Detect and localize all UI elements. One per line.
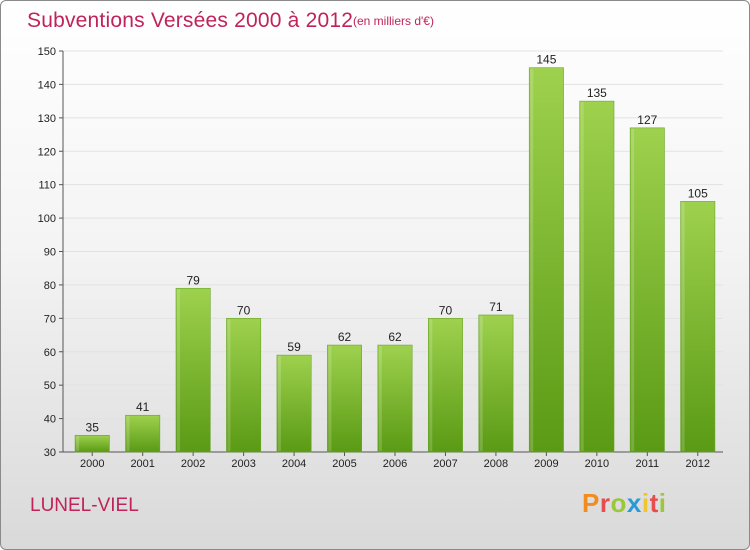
y-tick-label: 100 [38, 213, 56, 225]
x-tick-label: 2007 [433, 458, 457, 470]
y-tick-label: 80 [44, 280, 56, 292]
y-tick-label: 60 [44, 347, 56, 359]
bar-highlight [631, 128, 635, 451]
logo-letter: o [610, 488, 627, 518]
logo-letter: P [582, 488, 600, 518]
bar-highlight [580, 102, 584, 451]
bar-value-label: 135 [587, 86, 607, 100]
x-tick-label: 2003 [231, 458, 255, 470]
x-tick-label: 2010 [585, 458, 609, 470]
logo-letter: x [626, 488, 642, 518]
x-tick-label: 2001 [130, 458, 154, 470]
bar-value-label: 70 [237, 303, 251, 317]
bar-value-label: 145 [536, 53, 556, 67]
bar-highlight [176, 289, 180, 451]
bar [478, 314, 514, 453]
bar-highlight [479, 315, 483, 451]
bar [528, 67, 564, 453]
bar [175, 287, 211, 453]
bar-highlight [76, 436, 80, 451]
bar-value-label: 59 [287, 340, 301, 354]
x-tick-label: 2012 [686, 458, 710, 470]
y-tick-label: 50 [44, 380, 56, 392]
y-tick-label: 130 [38, 113, 56, 125]
bar [428, 318, 463, 453]
bar-value-label: 62 [338, 330, 352, 344]
logo-letter: r [599, 488, 611, 518]
y-tick-label: 140 [38, 79, 56, 91]
bar-highlight [681, 202, 685, 451]
bar [579, 100, 615, 453]
bar-value-label: 70 [439, 303, 453, 317]
y-tick-label: 70 [44, 313, 56, 325]
town-name: LUNEL-VIEL [30, 495, 139, 516]
y-tick-label: 150 [38, 46, 56, 58]
chart-title: Subventions Versées 2000 à 2012 [27, 9, 354, 32]
y-tick-label: 120 [38, 146, 56, 158]
x-tick-label: 2009 [534, 458, 558, 470]
bar-highlight [429, 319, 433, 451]
bar [276, 354, 312, 453]
bar-highlight [277, 356, 281, 451]
bar-highlight [378, 346, 382, 451]
bar [680, 201, 716, 453]
y-tick-label: 30 [44, 447, 56, 459]
x-tick-label: 2004 [282, 458, 306, 470]
bar-value-label: 127 [637, 113, 657, 127]
bar-value-label: 71 [489, 300, 503, 314]
bar-highlight [227, 319, 231, 451]
x-tick-label: 2005 [332, 458, 356, 470]
x-tick-label: 2006 [383, 458, 407, 470]
chart-subtitle: (en milliers d'€) [353, 14, 434, 28]
bar-highlight [126, 416, 130, 451]
bar-value-label: 105 [688, 186, 708, 200]
bar [74, 434, 110, 453]
logo-letter: i [641, 488, 650, 518]
logo-letter: t [649, 488, 659, 518]
bar-highlight [530, 68, 534, 451]
x-tick-label: 2000 [80, 458, 104, 470]
bar [125, 414, 161, 453]
y-tick-label: 110 [38, 180, 56, 192]
y-tick-label: 40 [44, 414, 56, 426]
bar [629, 127, 665, 453]
bar [377, 344, 413, 453]
bar-highlight [328, 346, 332, 451]
y-tick-label: 90 [44, 247, 56, 259]
x-tick-label: 2002 [181, 458, 205, 470]
bar [226, 318, 262, 453]
x-tick-label: 2008 [484, 458, 508, 470]
logo-letter: i [658, 488, 667, 518]
bar-value-label: 62 [388, 330, 402, 344]
proxiti-logo: Proxiti [582, 488, 666, 519]
bar [327, 344, 362, 453]
bar-value-label: 79 [186, 273, 200, 287]
x-tick-label: 2011 [635, 458, 659, 470]
bar-value-label: 41 [136, 400, 150, 414]
bar-value-label: 35 [86, 420, 100, 434]
